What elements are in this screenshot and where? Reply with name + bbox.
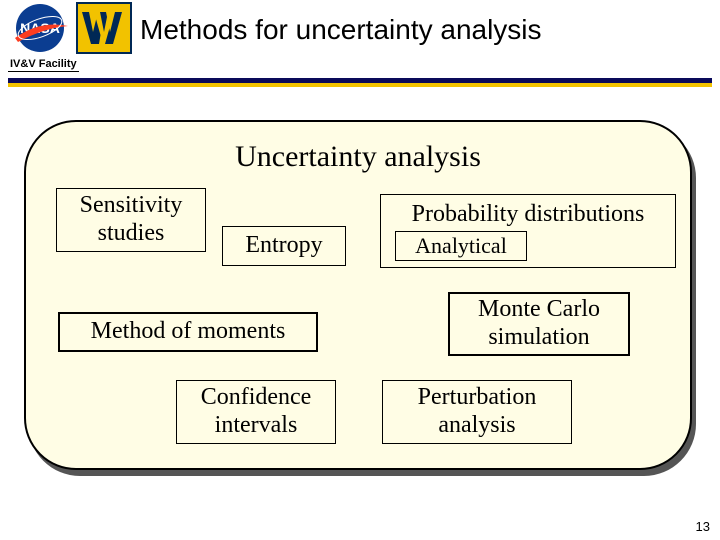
slide-number: 13 — [696, 519, 710, 534]
box-confidence: Confidence intervals — [176, 380, 336, 444]
box-sensitivity: Sensitivity studies — [56, 188, 206, 252]
rule-gold — [8, 83, 712, 87]
box-entropy: Entropy — [222, 226, 346, 266]
nasa-logo-icon: NASA — [10, 2, 70, 54]
wvu-logo-icon — [76, 2, 132, 54]
box-analytical: Analytical — [395, 231, 527, 261]
probability-title: Probability distributions — [381, 201, 675, 229]
header-rule — [8, 78, 712, 88]
box-montecarlo: Monte Carlo simulation — [448, 292, 630, 356]
logo-group: NASA — [10, 2, 132, 54]
box-perturbation: Perturbation analysis — [382, 380, 572, 444]
slide-header: NASA IV&V Facility Methods for uncertain… — [0, 0, 720, 76]
main-panel: Uncertainty analysis Sensitivity studies… — [24, 120, 692, 470]
box-moments: Method of moments — [58, 312, 318, 352]
facility-label: IV&V Facility — [8, 58, 79, 72]
panel-title: Uncertainty analysis — [26, 140, 690, 174]
page-title: Methods for uncertainty analysis — [140, 14, 542, 46]
box-probability: Probability distributions Analytical — [380, 194, 676, 268]
